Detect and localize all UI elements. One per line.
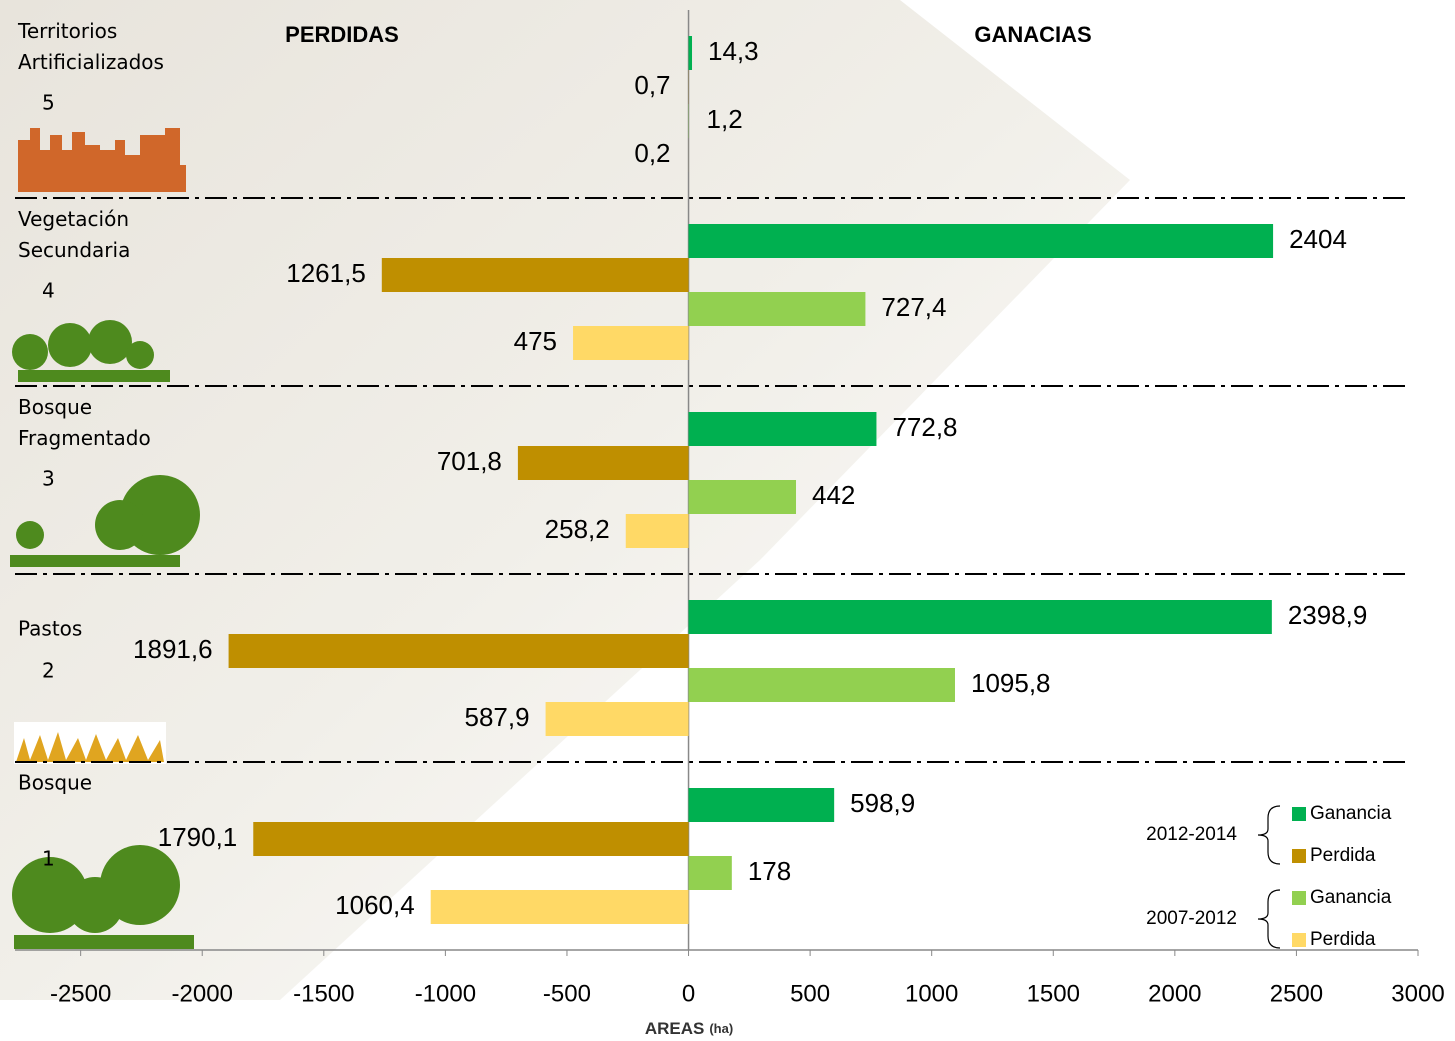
category-label: Bosque xyxy=(18,771,92,795)
category-number: 1 xyxy=(42,847,55,871)
x-tick-label: 1500 xyxy=(1027,980,1080,1007)
bar xyxy=(229,634,689,668)
legend-period: 2012-2014 xyxy=(1146,824,1237,845)
title-right: GANACIAS xyxy=(974,22,1091,47)
bar xyxy=(626,514,689,548)
value-label: 2398,9 xyxy=(1288,600,1368,630)
value-label: 258,2 xyxy=(545,514,610,544)
value-label: 1,2 xyxy=(707,104,743,134)
legend-brace xyxy=(1258,890,1280,948)
legend-swatch xyxy=(1292,891,1306,905)
bar xyxy=(689,292,866,326)
legend-period: 2007-2012 xyxy=(1146,908,1237,929)
x-tick-label: -2500 xyxy=(50,980,111,1007)
value-label: 1261,5 xyxy=(286,258,366,288)
category-number: 5 xyxy=(42,91,55,115)
x-tick-label: -1500 xyxy=(293,980,354,1007)
value-label: 14,3 xyxy=(708,36,759,66)
value-label: 587,9 xyxy=(465,702,530,732)
x-tick-label: -1000 xyxy=(415,980,476,1007)
x-tick-label: -2000 xyxy=(172,980,233,1007)
value-label: 727,4 xyxy=(881,292,946,322)
value-label: 442 xyxy=(812,480,855,510)
value-label: 2404 xyxy=(1289,224,1347,254)
bar xyxy=(689,856,732,890)
value-label: 772,8 xyxy=(892,412,957,442)
bar xyxy=(382,258,689,292)
category-label: Pastos xyxy=(18,617,82,641)
bar xyxy=(573,326,688,360)
x-tick-label: 0 xyxy=(682,980,695,1007)
x-tick-label: -500 xyxy=(543,980,591,1007)
x-tick-label: 3000 xyxy=(1391,980,1444,1007)
legend-swatch xyxy=(1292,849,1306,863)
bar xyxy=(689,224,1274,258)
x-axis-title: AREAS (ha) xyxy=(645,1019,733,1038)
bar xyxy=(689,788,835,822)
title-left: PERDIDAS xyxy=(285,22,399,47)
bar xyxy=(689,412,877,446)
x-tick-label: 2500 xyxy=(1270,980,1323,1007)
legend-label: Perdida xyxy=(1310,929,1376,950)
x-tick-label: 2000 xyxy=(1148,980,1201,1007)
legend-swatch xyxy=(1292,933,1306,947)
legend-label: Ganancia xyxy=(1310,887,1392,908)
bar xyxy=(689,668,955,702)
legend-brace xyxy=(1258,806,1280,864)
value-label: 0,7 xyxy=(634,70,670,100)
category-number: 2 xyxy=(42,659,55,683)
chart: PERDIDAS GANACIAS AREAS (ha) -2500 -2000 -1… xyxy=(0,0,1455,1041)
legend-label: Perdida xyxy=(1310,845,1376,866)
value-label: 1891,6 xyxy=(133,634,213,664)
category-number: 3 xyxy=(42,467,55,491)
value-label: 1060,4 xyxy=(335,890,415,920)
value-label: 475 xyxy=(514,326,557,356)
bar xyxy=(431,890,689,924)
x-tick-label: 1000 xyxy=(905,980,958,1007)
bar xyxy=(546,702,689,736)
bar xyxy=(689,600,1272,634)
value-label: 1095,8 xyxy=(971,668,1051,698)
legend-label: Ganancia xyxy=(1310,803,1392,824)
value-label: 0,2 xyxy=(634,138,670,168)
value-label: 1790,1 xyxy=(158,822,238,852)
bar xyxy=(518,446,689,480)
legend-swatch xyxy=(1292,807,1306,821)
x-axis-label: AREAS xyxy=(645,1019,705,1038)
value-label: 701,8 xyxy=(437,446,502,476)
x-axis-unit: (ha) xyxy=(709,1021,733,1036)
bar xyxy=(689,36,692,70)
bar xyxy=(253,822,688,856)
value-label: 178 xyxy=(748,856,791,886)
bar xyxy=(689,480,796,514)
category-number: 4 xyxy=(42,279,55,303)
x-tick-label: 500 xyxy=(790,980,830,1007)
value-label: 598,9 xyxy=(850,788,915,818)
